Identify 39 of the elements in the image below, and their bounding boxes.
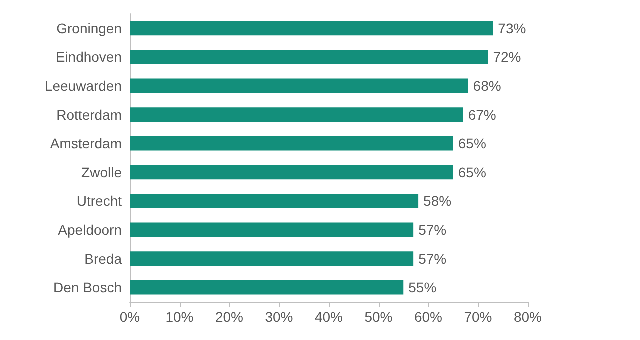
y-tick-label: Utrecht — [76, 193, 122, 210]
bar — [130, 50, 488, 64]
y-tick-label: Zwolle — [82, 164, 122, 180]
data-label: 73% — [498, 20, 526, 36]
x-tick-label: 80% — [514, 309, 542, 325]
bar — [130, 222, 414, 238]
x-tick-label: 50% — [364, 309, 393, 325]
x-tick-label: 70% — [464, 309, 492, 325]
data-label: 72% — [493, 49, 522, 66]
y-tick-label: Leeuwarden — [44, 78, 122, 94]
x-tick-label: 0% — [120, 309, 140, 325]
x-tick-label: 10% — [166, 309, 194, 325]
y-tick-label: Groningen — [56, 20, 122, 36]
bar — [130, 78, 468, 94]
bar — [130, 252, 414, 266]
data-label: 57% — [418, 222, 447, 238]
data-label: 55% — [408, 280, 437, 296]
bar — [130, 194, 419, 208]
x-tick-label: 20% — [215, 309, 244, 325]
y-tick-label: Apeldoorn — [58, 222, 122, 238]
bar — [130, 136, 454, 151]
data-label: 67% — [468, 106, 496, 123]
data-label: 58% — [424, 193, 452, 210]
data-label: 68% — [473, 78, 502, 94]
y-tick-label: Breda — [84, 250, 122, 267]
data-label: 57% — [418, 250, 447, 267]
x-tick-label: 40% — [314, 309, 344, 325]
x-tick-label: 30% — [265, 309, 294, 325]
y-tick-label: Eindhoven — [56, 49, 122, 66]
bar — [130, 21, 494, 36]
bar — [130, 280, 404, 295]
data-label: 65% — [458, 164, 486, 180]
bar — [130, 108, 464, 122]
y-tick-label: Rotterdam — [56, 106, 122, 123]
x-tick-label: 60% — [414, 309, 443, 325]
y-tick-label: Amsterdam — [50, 136, 122, 152]
bar — [130, 165, 454, 180]
data-label: 65% — [458, 136, 486, 152]
y-tick-label: Den Bosch — [54, 280, 122, 296]
